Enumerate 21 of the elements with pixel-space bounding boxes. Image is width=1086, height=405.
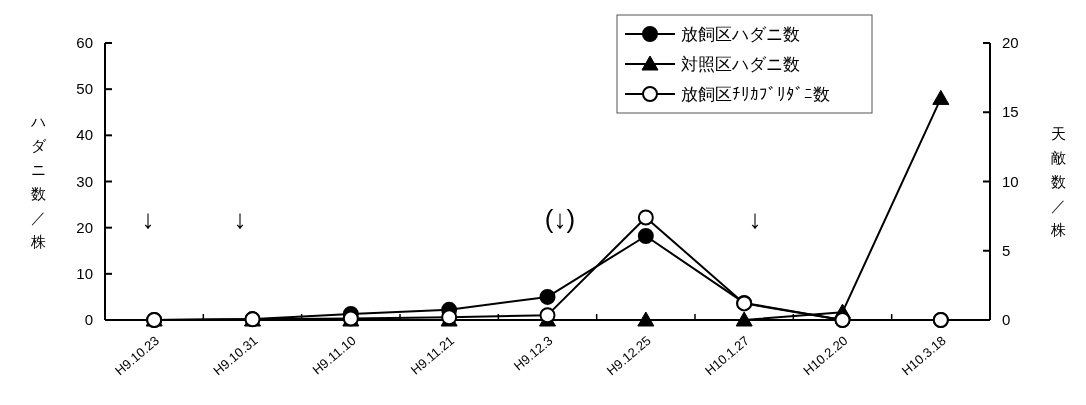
y-tick-label: 0 bbox=[84, 311, 93, 328]
y-tick-label: 10 bbox=[76, 264, 93, 282]
annotation: ↓ bbox=[748, 204, 762, 234]
y-tick-label: 60 bbox=[76, 34, 93, 51]
legend-label: 放飼区ハダニ数 bbox=[681, 25, 800, 44]
y-tick-label: 50 bbox=[76, 80, 93, 98]
annotation: (↓) bbox=[544, 204, 576, 234]
annotation: ↓ bbox=[233, 204, 247, 234]
y2-axis-title: 天敵数／株 bbox=[1049, 124, 1066, 238]
y2-tick-label: 15 bbox=[1002, 103, 1019, 121]
y2-tick-label: 5 bbox=[1002, 241, 1011, 259]
y-tick-label: 20 bbox=[76, 218, 93, 236]
y2-tick-label: 20 bbox=[1002, 34, 1019, 51]
y-tick-label: 40 bbox=[76, 126, 93, 144]
y-axis-title: ハダニ数／株 bbox=[29, 112, 47, 250]
y2-tick-label: 10 bbox=[1002, 172, 1019, 190]
legend-label: 対照区ハダニ数 bbox=[681, 55, 800, 74]
annotation: ↓ bbox=[141, 204, 155, 234]
y-tick-label: 30 bbox=[76, 172, 93, 190]
y2-tick-label: 0 bbox=[1002, 311, 1011, 328]
legend-label: 放飼区ﾁﾘｶﾌﾞﾘﾀﾞﾆ数 bbox=[681, 85, 830, 104]
